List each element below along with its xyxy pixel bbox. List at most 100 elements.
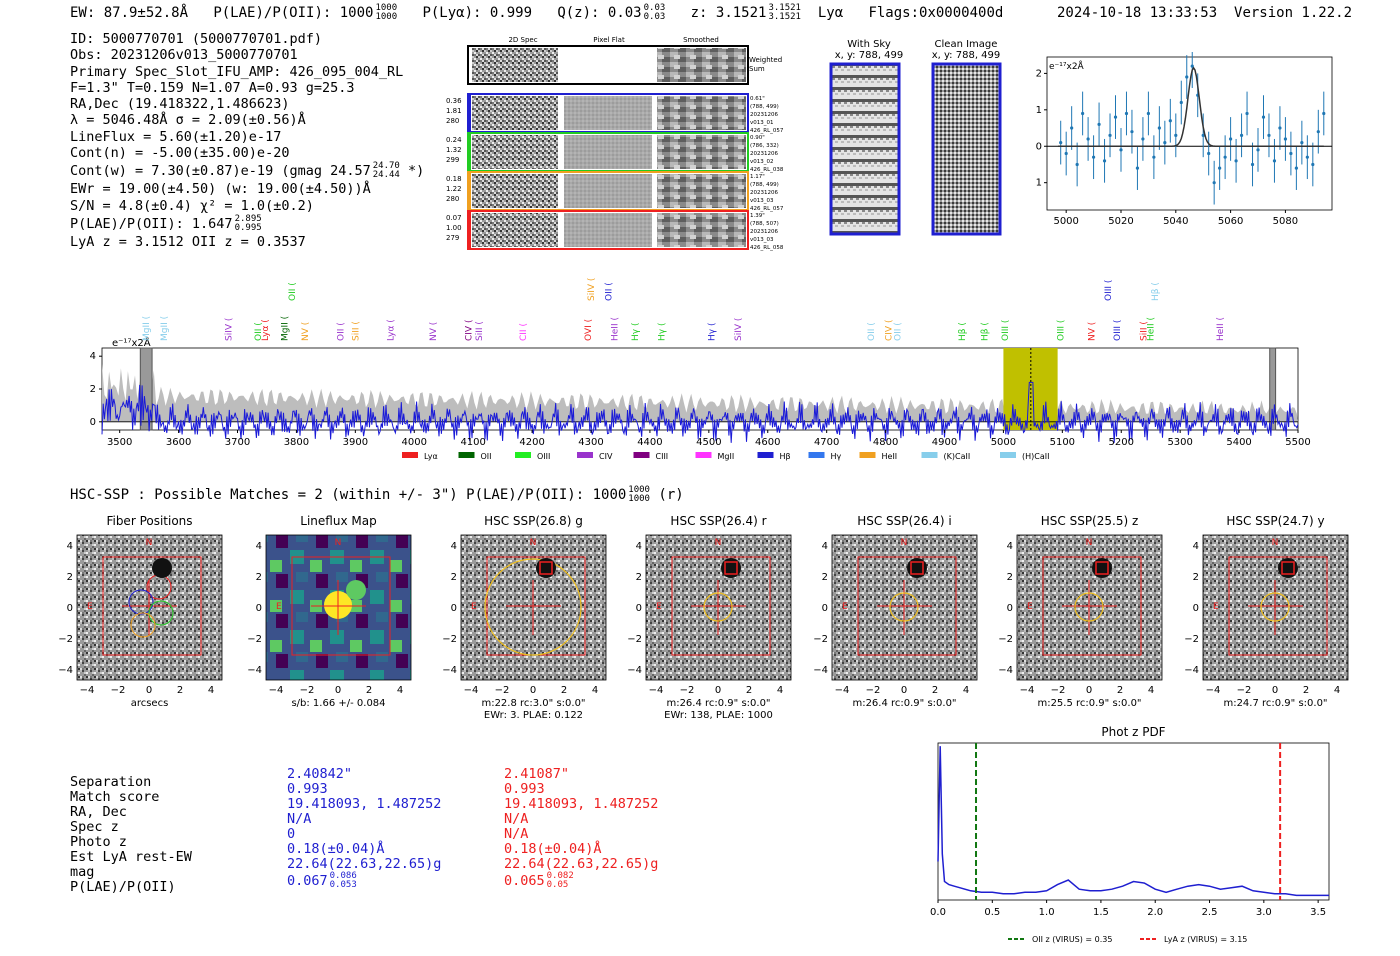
cutout-row-left-label: 1.00 [446,224,462,232]
hsc-panel-box [1042,556,1142,656]
hsc-y-tick-label: −2 [813,634,828,645]
col-pixel-flat: Pixel Flat [593,36,625,44]
spectrum-line-label: SiII ( [351,321,361,341]
spectrum-x-tick-label: 4000 [402,437,427,448]
photz-x-tick-label: 1.5 [1093,907,1109,918]
match-value: 19.418093, 1.487252 [287,796,442,812]
zoom-data-point [1113,115,1118,119]
cutout-row-right-label: 20231206 [750,229,778,235]
legend-swatch [577,452,593,458]
spectrum-line-label: OII ( [867,322,877,341]
hsc-y-tick-label: 2 [1007,572,1013,583]
info-contn: Cont(n) = -5.00(±35.00)e-20 [70,145,290,162]
spectrum-line-label: SiII ( [1140,321,1150,341]
zoom-unit-label: e⁻¹⁷x2Å [1049,60,1085,72]
photz-frame [937,742,1330,901]
cutout-row-smoothed [657,213,746,247]
hsc-y-tick-label: −2 [442,634,457,645]
photz-x-tick-label: 3.5 [1310,907,1326,918]
lineflux-blob [346,580,366,600]
legend-swatch [458,452,475,458]
zoom-data-point [1223,155,1227,159]
hsc-y-tick-label: −2 [627,634,642,645]
hsc-caption: s/b: 1.66 +/- 0.084 [291,698,385,709]
legend-swatch [808,452,825,458]
spectrum-line-label: HeII ( [611,317,621,341]
hsc-caption-2: EWr: 3. PLAE: 0.122 [484,710,583,721]
match-value: 0.067 0.086 0.053 [287,871,357,890]
zoom-chart-svg: e⁻¹⁷x2Å 5000 5020 5040 5060 5080 2 1 0 −1 [1027,44,1333,227]
hsc-x-tick-label: 4 [963,685,969,696]
zoom-data-point [1091,155,1096,159]
spectrum-line-label: SiIV ( [225,318,235,341]
hsc-caption: m:26.4 rc:0.9" s:0.0" [666,698,770,709]
zoom-data-point [1212,181,1216,185]
cutout-row-2d [472,135,558,169]
spectrum-line-label: OIII ( [1057,320,1067,341]
spectrum-line-label: MgII ( [142,316,152,341]
info-lambda: λ = 5046.48Å σ = 2.09(±0.56)Å [70,112,306,129]
hsc-match-marker [724,561,738,575]
match-label: mag [70,864,95,880]
hsc-aperture-circle [703,592,733,622]
hsc-panel-title: Lineflux Map [300,514,376,528]
info-plae: P(LAE)/P(OII): 1.647 2.895 0.995 [70,213,262,233]
match-value: 0.993 [287,781,328,797]
cutout-row-right-label: 0.90" [750,135,765,141]
header-qz: Q(z): 0.03 [557,5,642,21]
hsc-panel-box [857,556,957,656]
match-plae-bounds: 0.082 0.05 [547,872,574,890]
zoom-data-point [1179,100,1183,105]
match-label: RA, Dec [70,804,127,820]
cutout-row-left-label: 279 [446,234,459,242]
hsc-x-tick-label: 4 [397,685,403,696]
hsc-match-marker [1095,561,1109,575]
spectrum-line-label: Hγ ( [658,323,668,341]
zoom-data-point [1168,119,1172,123]
hsc-bright-source [721,558,741,578]
cutout-row-flat [564,174,652,208]
zoom-data-point [1267,133,1271,137]
cutout-row-right-label: v013_03 [750,237,774,243]
cutout-row-right-label: 426_RL_057 [750,206,784,212]
hsc-y-tick-label: −4 [1184,665,1199,676]
spectrum-x-tick-label: 4800 [873,437,898,448]
zoom-data-point [1130,130,1134,134]
zoom-data-point [1190,64,1194,68]
zoom-data-point [1152,155,1156,159]
hsc-y-tick-label: 2 [822,572,828,583]
hsc-y-tick-label: 2 [256,572,262,583]
spectrum-line-label: OVI ( [584,319,594,341]
hsc-x-tick-label: 0 [530,685,536,696]
zoom-data-point [1135,166,1140,170]
hsc-aperture-circle [1260,592,1290,622]
hsc-panel-title: HSC SSP(26.4) i [857,514,952,528]
spectrum-y-tick-label: 4 [90,351,96,362]
cutout-row-left-label: 0.07 [446,214,462,222]
hsc-north-label: N [901,538,908,548]
spectrum-line-label: CIV ( [464,320,474,341]
hsc-x-tick-label: −2 [1051,685,1066,696]
hsc-x-tick-label: 0 [335,685,341,696]
hsc-y-tick-label: −4 [58,665,73,676]
match-plae-upper: 0.086 [329,871,357,881]
hsc-aperture-circle [889,592,919,622]
clean-image-xy: x, y: 788, 499 [932,50,1001,61]
hsc-panel-title: HSC SSP(25.5) z [1041,514,1139,528]
zoom-data-point [1146,111,1150,116]
zoom-data-point [1305,155,1309,159]
hsc-x-tick-label: 2 [366,685,372,696]
cutout-row-flat [564,213,652,247]
hsc-panel-title: HSC SSP(26.4) r [670,514,766,528]
cutout-row-left-label: 280 [446,195,459,203]
detection-info: ID: 5000770701 (5000770701.pdf) Obs: 202… [70,31,424,250]
with-sky-xy: x, y: 788, 499 [835,50,904,61]
match-value: 0 [287,826,296,842]
cutout-row-2d [472,213,558,247]
with-sky-image [829,62,901,236]
zoom-x-tick-label: 5040 [1163,216,1188,227]
hsc-y-tick-label: −4 [627,665,642,676]
hsc-x-tick-label: 0 [146,685,152,696]
info-contw: Cont(w) = 7.30(±0.87)e-19 (gmag 24.57 24.… [70,161,425,181]
spectrum-line-label: Lyα ( [261,319,271,341]
